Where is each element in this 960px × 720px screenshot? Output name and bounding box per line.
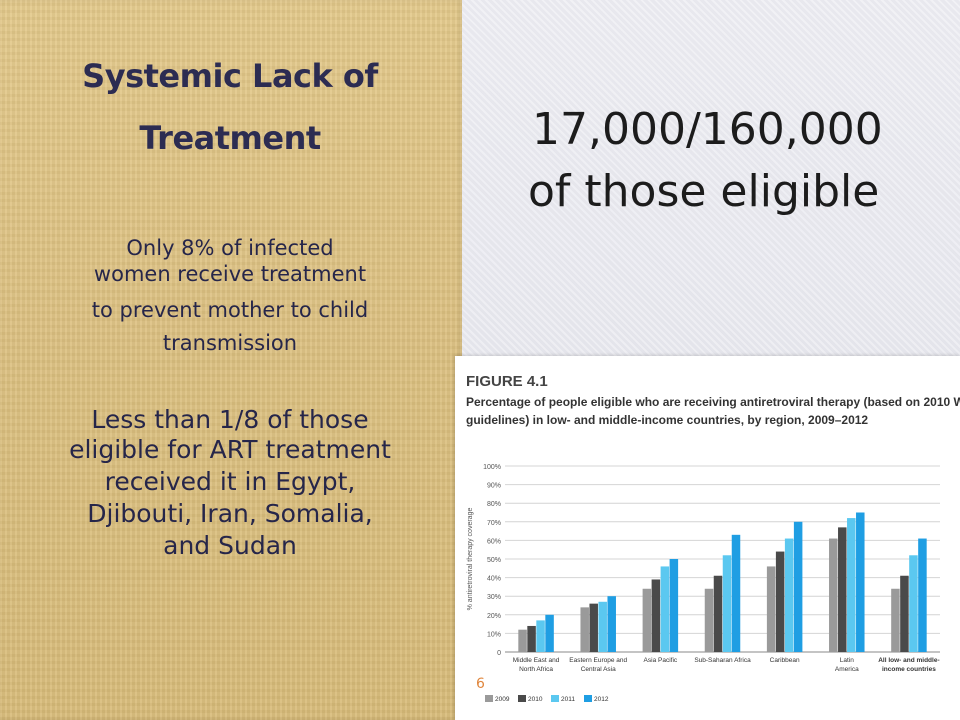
- bar-2012: [918, 538, 927, 652]
- bar-2010: [838, 527, 847, 652]
- bar-chart: FIGURE 4.1 Percentage of people eligible …: [466, 373, 960, 703]
- y-tick-label: 60%: [487, 538, 501, 545]
- slide-title-line-2: Treatment: [139, 119, 321, 157]
- slide-title-line-1: Systemic Lack of: [82, 57, 378, 95]
- bar-2010: [713, 575, 723, 652]
- y-tick-label: 70%: [487, 520, 501, 527]
- bar-2012: [545, 614, 554, 652]
- y-tick-label: 40%: [487, 576, 501, 583]
- bar-2011: [847, 518, 856, 652]
- y-tick-label: 10%: [487, 631, 501, 638]
- bar-2010: [527, 625, 536, 652]
- y-tick-label: 30%: [487, 594, 501, 601]
- bar-2011: [536, 620, 545, 652]
- chart-title-line: guidelines) in low- and middle-income co…: [466, 413, 868, 427]
- category-label: Eastern Europe and: [569, 657, 627, 664]
- bar-2010: [589, 603, 598, 652]
- bar-2011: [660, 566, 670, 652]
- category-label: Central Asia: [581, 666, 616, 673]
- category-label: income countries: [882, 666, 936, 673]
- category-label: Asia Pacific: [644, 657, 678, 664]
- legend-swatch-2010: [518, 695, 526, 702]
- paragraph-2-line-2: eligible for ART treatment: [69, 435, 391, 464]
- bar-2009: [891, 588, 900, 652]
- category-label: Middle East and: [513, 657, 560, 664]
- page-number: 6: [476, 676, 485, 692]
- category-label: North Africa: [519, 666, 553, 673]
- bar-2009: [642, 588, 652, 652]
- bar-2011: [784, 538, 794, 652]
- paragraph-1-line-3: to prevent mother to child: [91, 298, 369, 322]
- paragraph-2-line-1: Less than 1/8 of those: [91, 405, 369, 434]
- headline-ratio: 17,000/160,000: [532, 104, 883, 155]
- paragraph-2-line-3: received it in Egypt,: [104, 467, 356, 496]
- y-tick-label: 90%: [487, 483, 501, 490]
- y-tick-label: 100%: [483, 464, 501, 471]
- chart-title-line: Percentage of people eligible who are re…: [466, 395, 960, 409]
- y-axis-label: % antiretroviral therapy coverage: [467, 508, 474, 611]
- y-tick-label: 50%: [487, 557, 501, 564]
- bar-2012: [793, 521, 803, 652]
- figure-label: FIGURE 4.1: [466, 373, 548, 390]
- bar-2009: [704, 588, 714, 652]
- paragraph-2-line-5: and Sudan: [163, 531, 297, 560]
- y-tick-label: 80%: [487, 501, 501, 508]
- category-label: Latin: [840, 657, 854, 664]
- bar-2011: [722, 555, 732, 652]
- paragraph-1-line-1: Only 8% of infected: [126, 236, 334, 260]
- paragraph-1-line-2: women receive treatment: [93, 262, 367, 286]
- legend-label-2010: 2010: [528, 696, 543, 703]
- chart-figure: FIGURE 4.1 Percentage of people eligible …: [455, 356, 960, 720]
- bar-2012: [607, 596, 616, 652]
- bar-2009: [580, 607, 589, 652]
- bar-2012: [731, 534, 741, 652]
- legend-label-2009: 2009: [495, 696, 510, 703]
- bar-2012: [856, 512, 865, 652]
- bar-2010: [775, 551, 785, 652]
- bar-2012: [669, 559, 679, 652]
- legend-swatch-2011: [551, 695, 559, 702]
- y-tick-label: 0: [497, 650, 501, 657]
- bar-2009: [766, 566, 776, 652]
- legend-label-2011: 2011: [561, 696, 575, 703]
- bar-2010: [900, 575, 909, 652]
- bar-2009: [518, 629, 527, 652]
- bar-2011: [598, 601, 607, 652]
- category-label: America: [835, 666, 859, 673]
- legend-swatch-2009: [485, 695, 493, 702]
- legend-label-2012: 2012: [594, 696, 609, 703]
- category-label: Sub-Saharan Africa: [694, 657, 751, 664]
- left-text-panel: Systemic Lack of Treatment Only 8% of in…: [0, 0, 462, 720]
- category-label: All low- and middle-: [878, 657, 939, 664]
- paragraph-1-line-4: transmission: [162, 331, 298, 355]
- paragraph-2-line-4: Djibouti, Iran, Somalia,: [87, 499, 373, 528]
- bar-2011: [909, 555, 918, 652]
- bar-2010: [651, 579, 661, 652]
- legend-swatch-2012: [584, 695, 592, 702]
- y-tick-label: 20%: [487, 613, 501, 620]
- headline-eligible: of those eligible: [528, 166, 880, 217]
- category-label: Caribbean: [770, 657, 800, 664]
- bar-2009: [829, 538, 838, 652]
